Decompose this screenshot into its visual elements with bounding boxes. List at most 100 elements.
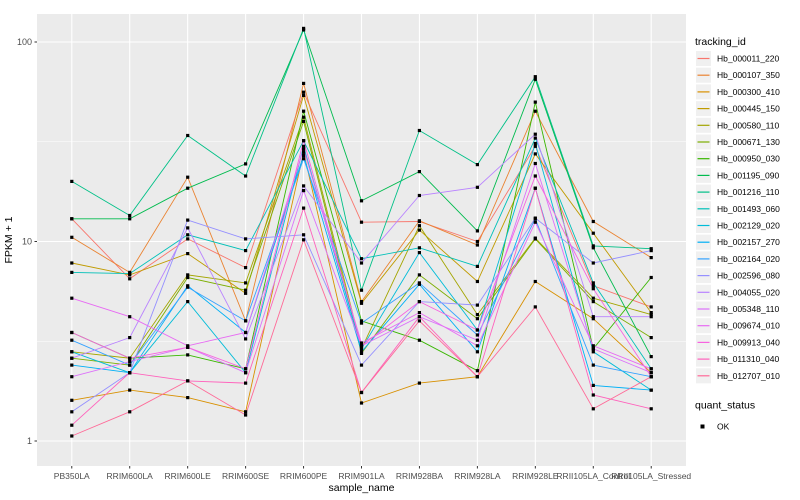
data-point	[533, 305, 537, 309]
data-point	[70, 217, 74, 221]
data-point	[244, 249, 248, 253]
legend-title-tracking: tracking_id	[695, 36, 746, 48]
x-axis-tick-label: RRIM600LE	[165, 471, 212, 481]
data-point	[649, 371, 653, 375]
data-point	[591, 300, 595, 304]
data-point	[244, 266, 248, 270]
data-point	[186, 396, 190, 400]
data-point	[417, 311, 421, 315]
data-point	[417, 224, 421, 228]
data-point	[417, 300, 421, 304]
legend-item: Hb_002129_020	[696, 218, 780, 233]
legend-item: Hb_000671_130	[696, 134, 780, 150]
data-point	[302, 90, 306, 94]
legend-item-label: Hb_000580_110	[717, 120, 780, 130]
legend-item: Hb_001493_060	[696, 201, 780, 217]
data-point	[302, 184, 306, 188]
legend-item-label: Hb_009674_010	[717, 321, 780, 331]
data-point	[302, 153, 306, 157]
data-point	[533, 132, 537, 136]
data-point	[128, 356, 132, 360]
data-point	[186, 345, 190, 349]
data-point	[359, 319, 364, 323]
data-point	[649, 315, 653, 319]
data-point	[128, 336, 132, 340]
data-point	[591, 363, 595, 367]
data-point	[533, 144, 537, 148]
data-point	[302, 233, 306, 237]
legend-item: Hb_005348_110	[696, 301, 780, 317]
data-point	[186, 379, 190, 383]
data-point	[244, 381, 248, 385]
data-point	[649, 249, 653, 253]
data-point	[359, 301, 364, 305]
data-point	[533, 136, 537, 140]
x-axis-tick-label: RRIM901LA	[338, 471, 385, 481]
data-point	[475, 303, 479, 307]
data-point	[591, 219, 595, 224]
legend-item-label: Hb_012707_010	[717, 371, 780, 381]
legend-item-label: Hb_002129_020	[717, 221, 780, 231]
data-point	[591, 407, 595, 411]
data-point	[417, 381, 421, 385]
data-point	[649, 388, 653, 392]
legend-item-label: Hb_000950_030	[717, 154, 780, 164]
data-point	[186, 353, 190, 357]
data-point	[302, 26, 306, 30]
x-axis-title: sample_name	[329, 482, 395, 494]
data-point	[302, 150, 306, 154]
data-point	[70, 261, 74, 265]
data-point	[302, 81, 306, 85]
data-point	[591, 284, 595, 288]
data-point	[359, 363, 364, 367]
data-point	[70, 296, 74, 300]
data-point	[591, 393, 595, 397]
data-point	[649, 311, 653, 315]
data-point	[244, 319, 248, 323]
data-point	[302, 93, 306, 97]
data-point	[186, 226, 190, 230]
data-point	[417, 128, 421, 133]
data-point	[70, 338, 74, 342]
data-point	[244, 291, 248, 295]
legend-item-label: Hb_000671_130	[717, 137, 780, 147]
data-point	[244, 330, 248, 335]
data-point	[649, 407, 653, 411]
data-point	[244, 288, 248, 292]
data-point	[70, 356, 74, 360]
data-point	[475, 229, 479, 233]
data-point	[359, 199, 364, 203]
legend-item-label: Hb_002157_270	[717, 237, 780, 247]
data-point	[649, 355, 653, 359]
data-point	[244, 174, 248, 178]
data-point	[359, 321, 364, 325]
data-point	[591, 315, 595, 319]
data-point	[186, 300, 190, 304]
data-point	[70, 398, 74, 402]
data-point	[417, 281, 421, 285]
legend-item-label: Hb_001493_060	[717, 204, 780, 214]
data-point	[359, 300, 364, 304]
x-axis-tick-label: RRIM600LA	[107, 471, 154, 481]
data-point	[591, 344, 595, 348]
data-point	[186, 133, 190, 138]
data-point	[302, 119, 306, 123]
data-point	[186, 275, 190, 280]
data-point	[475, 313, 479, 317]
legend-item: Hb_002157_270	[696, 234, 780, 250]
legend-item: Hb_001195_090	[696, 167, 780, 183]
data-point	[417, 315, 421, 319]
data-point	[359, 341, 364, 345]
data-point	[186, 175, 190, 179]
data-point	[533, 141, 537, 146]
y-axis-tick-label: 10	[22, 237, 32, 247]
data-point	[649, 256, 653, 260]
data-point	[591, 317, 595, 321]
data-point	[533, 109, 537, 113]
data-point	[302, 147, 306, 151]
legend: tracking_id Hb_000011_220 Hb_000107_350 Hb_…	[695, 36, 780, 432]
data-point	[591, 261, 595, 265]
legend-item-label: Hb_011310_040	[717, 354, 780, 364]
